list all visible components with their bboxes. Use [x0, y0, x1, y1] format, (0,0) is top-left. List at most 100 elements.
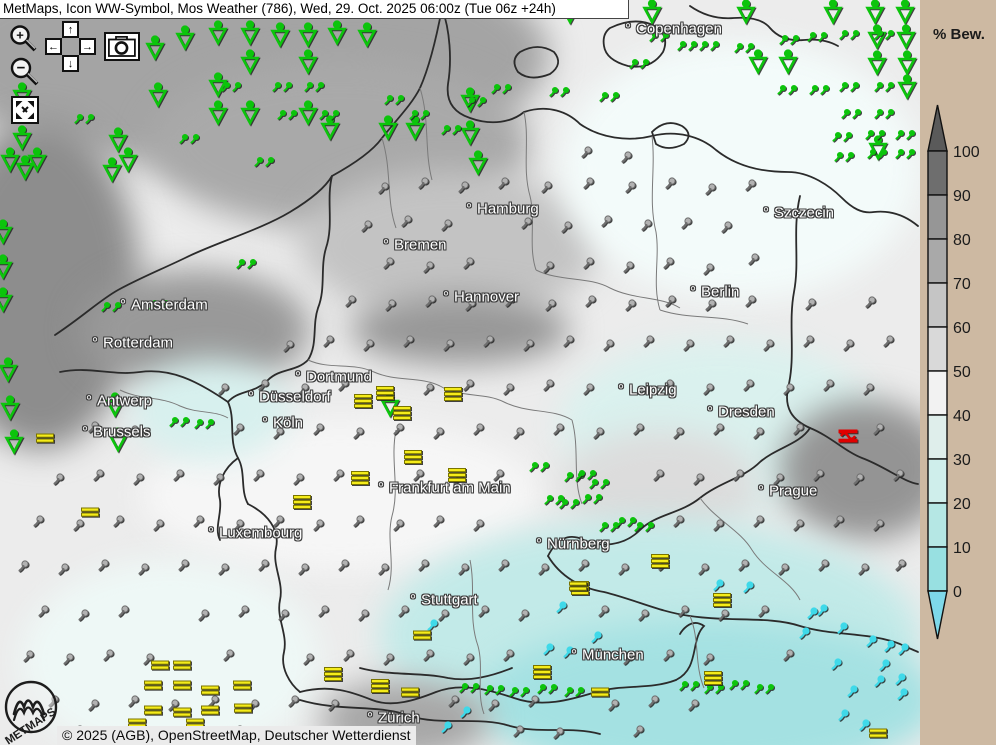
city-name: Luxembourg — [219, 524, 303, 542]
city-marker-icon: ° — [758, 482, 764, 500]
shallow-fog-symbol — [201, 705, 219, 715]
pan-right-button[interactable]: → — [79, 38, 96, 55]
mist-symbol — [778, 562, 790, 575]
city-name: Düsseldorf — [259, 388, 331, 406]
expand-icon — [16, 101, 34, 119]
title-text: MetMaps, Icon WW-Symbol, Mos Weather (78… — [3, 1, 556, 16]
mist-symbol — [423, 260, 435, 273]
fullscreen-button[interactable] — [11, 96, 39, 124]
city-label: ° Hamburg — [466, 201, 539, 218]
mist-symbol — [463, 378, 475, 391]
rain-shower-symbol — [321, 114, 339, 140]
drizzle-symbol — [755, 684, 773, 692]
drizzle-symbol — [442, 125, 460, 133]
mist-symbol — [858, 562, 870, 575]
city-label: ° Antwerp — [86, 393, 152, 410]
mist-symbol — [213, 472, 225, 485]
mist-symbol — [358, 608, 370, 621]
mist-symbol — [393, 422, 405, 435]
snapshot-button[interactable] — [104, 32, 140, 61]
shallow-fog-symbol — [401, 687, 419, 697]
city-marker-icon: ° — [378, 479, 384, 497]
city-label: ° Düsseldorf — [248, 389, 331, 406]
city-marker-icon: ° — [92, 334, 98, 352]
cyan-drizzle-symbol — [866, 634, 878, 647]
pan-left-button[interactable]: ← — [45, 38, 62, 55]
mist-symbol — [585, 294, 597, 307]
mist-symbol — [753, 426, 765, 439]
country-borders — [54, 5, 919, 735]
cyan-drizzle-symbol — [543, 642, 555, 655]
mist-symbol — [403, 334, 415, 347]
drizzle-symbol — [835, 152, 853, 160]
city-marker-icon: ° — [262, 414, 268, 432]
mist-symbol — [423, 382, 435, 395]
rain-shower-symbol — [898, 49, 916, 75]
mist-symbol — [513, 426, 525, 439]
pan-up-button[interactable]: ↑ — [62, 21, 79, 38]
mist-symbol — [608, 698, 620, 711]
drizzle-symbol — [278, 110, 296, 118]
legend-tick-label: 20 — [953, 496, 971, 513]
map-canvas[interactable]: METMAPS MetMaps, Icon WW-Symbol, Mos Wea… — [0, 0, 922, 745]
city-name: München — [582, 646, 644, 664]
mist-symbol — [218, 562, 230, 575]
mist-symbol — [863, 382, 875, 395]
drizzle-symbol — [875, 109, 893, 117]
mist-symbol — [745, 294, 757, 307]
rain-shower-symbol — [299, 48, 317, 74]
drizzle-symbol — [680, 681, 698, 689]
drizzle-symbol — [842, 109, 860, 117]
mist-symbol — [648, 694, 660, 707]
mist-symbol — [663, 648, 675, 661]
rain-shower-symbol — [0, 218, 12, 244]
mist-symbol — [361, 219, 373, 232]
pan-control: ↑ ← → ↓ — [45, 20, 97, 76]
cyan-drizzle-symbol — [884, 639, 896, 652]
legend-arrow — [927, 104, 948, 152]
city-label: ° Brussels — [82, 424, 151, 441]
zoom-in-glyph: + — [16, 28, 24, 43]
legend-tick-label: 30 — [953, 452, 971, 469]
arrow-up-icon: ↑ — [67, 23, 74, 36]
mist-symbol — [353, 514, 365, 527]
mist-symbol — [113, 514, 125, 527]
city-marker-icon: ° — [248, 388, 254, 406]
drizzle-symbol — [583, 494, 601, 502]
drizzle-symbol — [600, 522, 618, 530]
mist-symbol — [133, 472, 145, 485]
pan-down-button[interactable]: ↓ — [62, 55, 79, 72]
mist-symbol — [541, 180, 553, 193]
city-name: Nürnberg — [547, 535, 610, 553]
rain-shower-symbol — [461, 119, 479, 145]
city-name: Amsterdam — [131, 296, 208, 314]
mist-symbol — [793, 422, 805, 435]
legend-tick-label: 90 — [953, 188, 971, 205]
fog-symbol — [324, 667, 342, 681]
legend-tick-label: 80 — [953, 232, 971, 249]
city-name: Stuttgart — [421, 591, 478, 609]
city-marker-icon: ° — [367, 709, 373, 727]
rain-shower-symbol — [1, 394, 19, 420]
cloud-shading — [780, 400, 920, 540]
rain-shower-symbol — [5, 428, 23, 454]
mist-symbol — [853, 472, 865, 485]
rain-shower-symbol — [209, 19, 227, 45]
rain-shower-symbol — [209, 71, 227, 97]
drizzle-symbol — [195, 419, 213, 427]
mist-symbol — [563, 334, 575, 347]
shallow-fog-symbol — [413, 630, 431, 640]
mist-symbol — [823, 378, 835, 391]
mist-symbol — [443, 338, 455, 351]
map-graphics: METMAPS — [0, 0, 919, 745]
mist-symbol — [488, 698, 500, 711]
mist-symbol — [398, 604, 410, 617]
mist-symbol — [543, 260, 555, 273]
city-label: ° Luxembourg — [208, 525, 302, 542]
shallow-fog-symbol — [173, 680, 191, 690]
zoom-in-button[interactable]: + — [8, 24, 40, 61]
cyan-drizzle-symbol — [897, 687, 909, 700]
city-name: Frankfurt am Main — [389, 479, 511, 497]
mist-symbol — [413, 468, 425, 481]
zoom-out-button[interactable]: − — [8, 56, 42, 95]
